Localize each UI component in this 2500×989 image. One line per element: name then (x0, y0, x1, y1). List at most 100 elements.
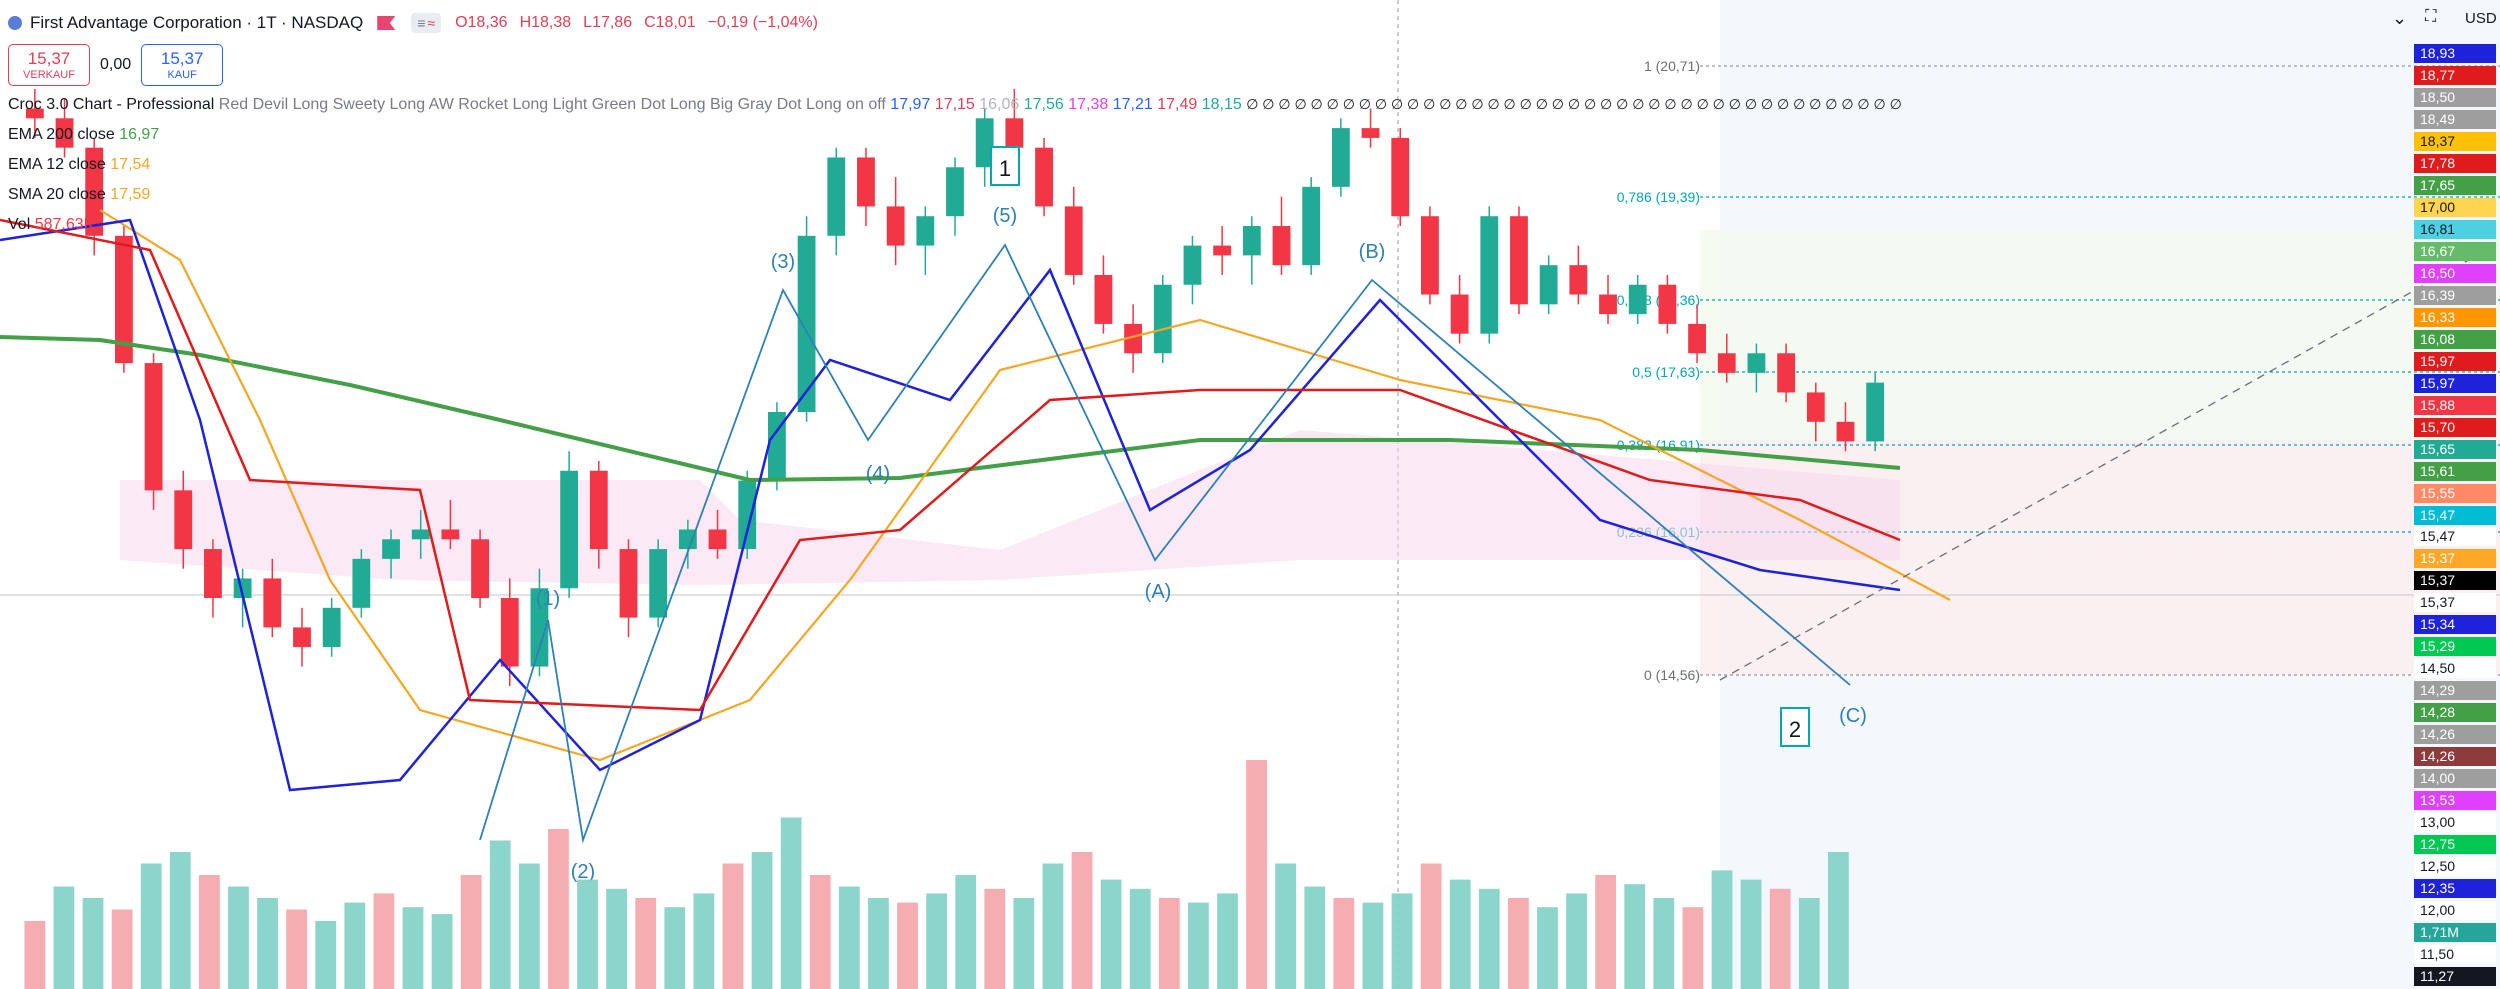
volume-bar (1624, 884, 1646, 989)
price-axis-label-3: 18,49 (2414, 109, 2496, 129)
candle-body (827, 157, 846, 236)
currency-text: USD (2465, 10, 2497, 27)
candle-body (530, 588, 549, 667)
candle-body (1421, 216, 1439, 295)
volume-bar (1740, 879, 1762, 989)
symbol-title[interactable]: First Advantage Corporation · 1T · NASDA… (30, 13, 364, 32)
price-axis-label-36: 12,75 (2414, 835, 2496, 855)
candle-body (886, 206, 905, 246)
croc-indicator-legend[interactable]: Croc 3.0 Chart - Professional Red Devil … (8, 96, 1902, 114)
ichimoku-cloud (120, 430, 1900, 585)
croc-zeros: ∅ ∅ ∅ ∅ ∅ ∅ ∅ ∅ ∅ ∅ ∅ ∅ ∅ ∅ ∅ ∅ ∅ ∅ ∅ ∅ … (1246, 96, 1902, 112)
candle-body (233, 578, 252, 599)
volume-bar (489, 840, 511, 989)
wave-box-label-1: 2 (1789, 717, 1801, 742)
candle-body (619, 549, 638, 618)
croc-value-0: 17,97 (890, 96, 931, 113)
fib-label-1: 0,786 (19,39) (1617, 189, 1700, 205)
sma20-legend[interactable]: SMA 20 close 17,59 (8, 186, 150, 204)
candle-body (293, 627, 311, 647)
candle-body (1361, 128, 1380, 138)
volume-bar (460, 875, 482, 989)
volume-bar (1071, 852, 1093, 989)
fib-label-3: 0,5 (17,63) (1632, 364, 1700, 380)
price-axis-label-14: 15,97 (2414, 351, 2496, 371)
volume-bar (1100, 879, 1122, 989)
candle-body (352, 558, 371, 608)
volume-bar (53, 886, 75, 989)
croc-name: Croc 3.0 Chart - Professional (8, 96, 215, 113)
ema200-legend[interactable]: EMA 200 close 16,97 (8, 126, 159, 144)
candle-body (975, 118, 994, 168)
trade-panel: 15,37 VERKAUF 0,00 15,37 KAUF (8, 44, 224, 86)
price-axis-label-19: 15,61 (2414, 461, 2496, 481)
croc-value-2: 16,06 (974, 96, 1020, 113)
spread-value: 0,00 (100, 56, 132, 73)
ema12-label: EMA 12 close (8, 156, 106, 173)
candle-body (1480, 216, 1499, 334)
currency-label[interactable]: USD (2465, 10, 2497, 27)
volume-bar (693, 893, 715, 989)
price-axis-label-1: 18,77 (2414, 65, 2496, 85)
indicator-toggle-pill[interactable]: ≡ ≈ (411, 13, 442, 33)
candle-body (1242, 226, 1261, 256)
volume-bar (402, 907, 424, 989)
candle-body (1836, 421, 1855, 442)
volume-bar (838, 886, 860, 989)
candle-body (1599, 294, 1617, 315)
candle-body (144, 363, 163, 491)
volume-bar (431, 914, 453, 989)
volume-bar (809, 875, 831, 989)
wave-label-0: (1) (536, 588, 560, 610)
flag-icon[interactable] (377, 16, 396, 30)
volume-bar (1595, 875, 1617, 989)
price-axis-label-32: 14,26 (2414, 747, 2496, 767)
close-value: C18,01 (644, 14, 696, 31)
candle-body (85, 147, 104, 236)
volume-bar (1507, 898, 1529, 989)
volume-bar (198, 875, 220, 989)
price-axis-label-16: 15,88 (2414, 395, 2496, 415)
buy-label: KAUF (167, 69, 197, 81)
candle-body (471, 539, 489, 599)
buy-button[interactable]: 15,37 KAUF (141, 44, 224, 86)
candle-body (1450, 294, 1469, 334)
volume-bar (1013, 898, 1035, 989)
candle-body (738, 480, 757, 550)
chart-toolbar: ⌄ ⛶ (2392, 8, 2436, 29)
candle-body (589, 470, 608, 550)
volume-bar (664, 907, 686, 989)
candle-body (263, 578, 282, 628)
volume-legend[interactable]: Vol 587,63K (8, 216, 94, 234)
volume-bar (1304, 886, 1326, 989)
candle-body (1628, 284, 1647, 315)
sell-button[interactable]: 15,37 VERKAUF (8, 44, 90, 86)
candle-body (411, 529, 430, 540)
open-value: O18,36 (455, 14, 508, 31)
croc-values: 17,97 17,15 16,06 17,56 17,38 17,21 17,4… (890, 96, 1241, 113)
price-axis-label-42: 11,27 (2414, 967, 2496, 987)
candle-body (1035, 147, 1053, 207)
ema12-legend[interactable]: EMA 12 close 17,54 (8, 156, 150, 174)
volume-bar (1391, 893, 1413, 989)
projection-line (1719, 241, 2500, 681)
candle-body (857, 157, 875, 207)
candle-body (916, 216, 935, 246)
price-axis-label-4: 18,37 (2414, 131, 2496, 151)
fullscreen-icon[interactable]: ⛶ (2425, 8, 2437, 25)
sell-price: 15,37 (27, 49, 71, 68)
price-axis-label-18: 15,65 (2414, 439, 2496, 459)
candle-body (1747, 353, 1766, 373)
wave-label-4: (5) (993, 205, 1017, 227)
volume-bar (1158, 898, 1180, 989)
volume-bar (140, 863, 162, 989)
croc-params: Red Devil Long Sweety Long AW Rocket Lon… (218, 96, 886, 113)
price-axis-label-15: 15,97 (2414, 373, 2496, 393)
chevron-down-icon[interactable]: ⌄ (2392, 8, 2408, 28)
volume-label: Vol (8, 216, 31, 233)
candle-body (1688, 323, 1706, 354)
candle-body (25, 108, 44, 119)
candle-body (1064, 206, 1083, 275)
